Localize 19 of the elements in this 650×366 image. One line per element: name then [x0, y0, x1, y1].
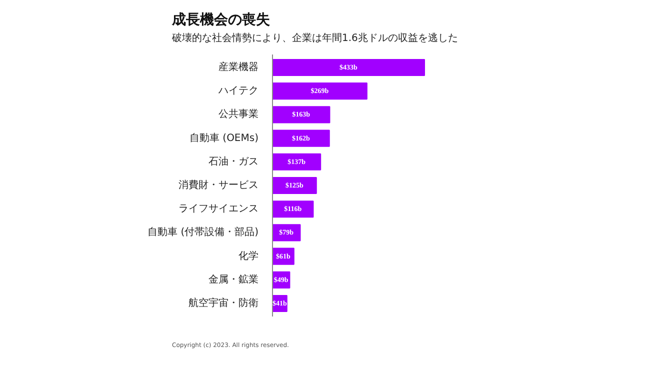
- y-tick-label: ライフサイエンス: [178, 204, 258, 215]
- bar: [272, 58, 425, 76]
- bar: [272, 106, 330, 124]
- y-tick-label: 消費財・サービス: [178, 179, 258, 191]
- y-tick-label: 産業機器: [218, 60, 258, 73]
- bar: [272, 153, 322, 170]
- y-tick-label: 自動車 (付帯設備・部品): [148, 226, 259, 238]
- y-tick-label: ハイテク: [218, 86, 258, 97]
- bar: [272, 176, 317, 194]
- chart-subtitle: 破壊的な社会情勢により、企業は年間1.6兆ドルの収益を逃した: [172, 32, 458, 46]
- bar: [272, 130, 330, 147]
- y-tick-label: 自動車 (OEMs): [189, 132, 259, 144]
- y-tick-label: 公共事業: [218, 108, 258, 120]
- bar: [272, 82, 368, 100]
- y-tick-label: 化学: [238, 250, 258, 262]
- y-tick-label: 航空宇宙・防衛: [188, 297, 258, 310]
- y-tick-label: 石油・ガス: [208, 155, 258, 168]
- y-tick-label: 金属・鉱業: [208, 273, 258, 286]
- chart-title: 成長機会の喪失: [172, 11, 270, 30]
